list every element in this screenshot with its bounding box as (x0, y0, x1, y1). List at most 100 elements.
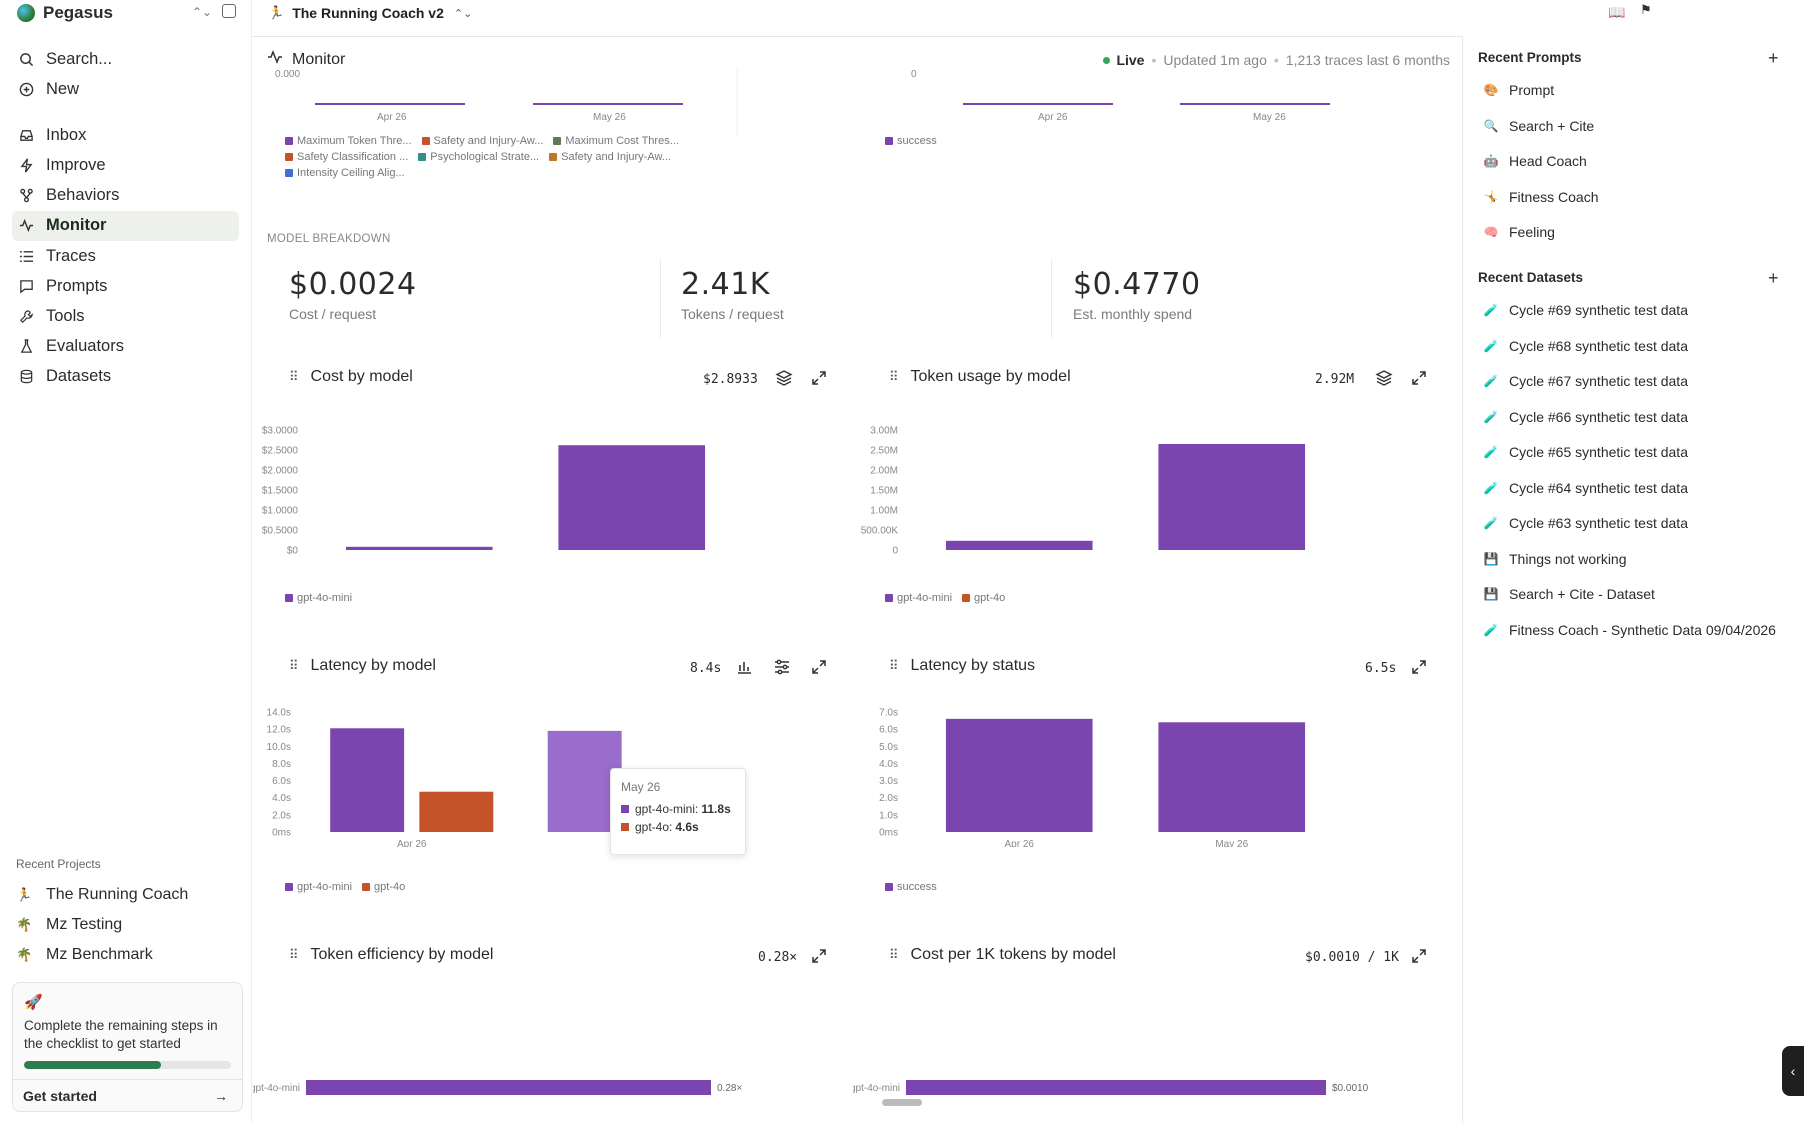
legend-swatch (418, 153, 427, 161)
legend-item[interactable]: Intensity Ceiling Alig... (285, 167, 405, 179)
bar[interactable] (945, 540, 1093, 550)
flag-icon[interactable]: ⚑ (1640, 2, 1652, 17)
y-tick-label: 4.0s (272, 793, 291, 804)
legend-item[interactable]: success (885, 881, 937, 893)
drag-handle-icon[interactable]: ⠿ (289, 947, 298, 962)
bar-chart-icon[interactable] (735, 658, 753, 676)
get-started-button[interactable]: Get started → (13, 1079, 242, 1111)
legend-item[interactable]: gpt-4o-mini (885, 592, 952, 604)
recent-dataset-item[interactable]: 🧪 Cycle #65 synthetic test data (1483, 444, 1688, 460)
bar[interactable] (1158, 722, 1306, 832)
recent-dataset-item[interactable]: 🧪 Cycle #67 synthetic test data (1483, 373, 1688, 389)
recent-prompt-item[interactable]: 🤸 Fitness Coach (1483, 189, 1599, 205)
expand-icon[interactable] (1410, 658, 1428, 676)
bar[interactable] (547, 730, 622, 832)
recent-projects-list: 🏃 The Running Coach 🌴 Mz Testing 🌴 Mz Bench… (12, 880, 240, 970)
legend-item[interactable]: Safety and Injury-Aw... (421, 135, 543, 147)
legend-swatch (885, 594, 893, 602)
palm-tree-icon: 🌴 (16, 947, 33, 962)
expand-icon[interactable] (1410, 947, 1428, 965)
add-dataset-plus-icon[interactable]: + (1768, 268, 1779, 288)
bar[interactable] (1158, 444, 1306, 550)
nav-improve[interactable]: Improve (12, 151, 239, 181)
bar[interactable] (945, 718, 1093, 832)
y-tick-label: 14.0s (267, 708, 291, 719)
nav-traces[interactable]: Traces (12, 241, 239, 271)
recent-dataset-item[interactable]: 💾 Things not working (1483, 551, 1627, 567)
nav-inbox[interactable]: Inbox (12, 120, 239, 150)
tooltip-row: gpt-4o:4.6s (621, 820, 735, 834)
nav-monitor[interactable]: Monitor (12, 210, 239, 241)
recent-dataset-item[interactable]: 🧪 Cycle #63 synthetic test data (1483, 515, 1688, 531)
plus-circle-icon (18, 81, 34, 97)
drag-handle-icon[interactable]: ⠿ (289, 658, 298, 673)
legend-item[interactable]: gpt-4o (962, 592, 1005, 604)
nav-tools[interactable]: Tools (12, 302, 239, 332)
bar[interactable] (345, 546, 493, 550)
recent-dataset-item[interactable]: 🧪 Cycle #68 synthetic test data (1483, 338, 1688, 354)
workspace-switcher[interactable]: Pegasus ⌃⌄ (12, 0, 239, 26)
bar[interactable] (558, 445, 706, 550)
legend-item[interactable]: Safety Classification ... (285, 151, 408, 163)
expand-icon[interactable] (810, 369, 828, 387)
recent-prompt-item[interactable]: 🎨 Prompt (1483, 82, 1555, 98)
expand-icon[interactable] (1410, 369, 1428, 387)
nav-datasets[interactable]: Datasets (12, 362, 239, 392)
palm-tree-icon: 🌴 (16, 917, 33, 932)
drag-handle-icon[interactable]: ⠿ (289, 369, 298, 384)
drag-handle-icon[interactable]: ⠿ (889, 369, 898, 384)
recent-dataset-item[interactable]: 🧪 Cycle #66 synthetic test data (1483, 409, 1688, 425)
nav-search[interactable]: Search... (12, 44, 239, 74)
recent-dataset-item[interactable]: 🧪 Fitness Coach - Synthetic Data 09/04/20… (1483, 622, 1776, 638)
nav-prompts[interactable]: Prompts (12, 271, 239, 301)
recent-prompt-item[interactable]: 🧠 Feeling (1483, 224, 1555, 240)
legend-item[interactable]: success (885, 135, 937, 147)
drag-handle-icon[interactable]: ⠿ (889, 947, 898, 962)
token-efficiency-header: ⠿ Token efficiency by model (289, 946, 493, 964)
bar[interactable] (306, 1080, 711, 1095)
nav-behaviors[interactable]: Behaviors (12, 181, 239, 211)
bar[interactable] (330, 728, 405, 832)
y-tick-label: 2.0s (272, 810, 291, 821)
monitor-header: Monitor (267, 49, 345, 70)
recent-dataset-item[interactable]: 🧪 Cycle #64 synthetic test data (1483, 480, 1688, 496)
bar[interactable] (419, 791, 494, 832)
horizontal-scrollbar[interactable] (882, 1099, 922, 1106)
cost-legend: gpt-4o-mini (285, 592, 362, 604)
recent-prompt-item[interactable]: 🔍 Search + Cite (1483, 118, 1595, 134)
legend-item[interactable]: gpt-4o-mini (285, 592, 352, 604)
nav-new[interactable]: New (12, 74, 239, 104)
nav-evaluators[interactable]: Evaluators (12, 332, 239, 362)
panel-title: Cost by model (310, 368, 413, 385)
drag-handle-icon[interactable]: ⠿ (889, 658, 898, 673)
add-prompt-plus-icon[interactable]: + (1768, 48, 1779, 68)
legend-item[interactable]: Maximum Cost Thres... (553, 135, 679, 147)
recent-dataset-item[interactable]: 🧪 Cycle #69 synthetic test data (1483, 302, 1688, 318)
expand-icon[interactable] (810, 947, 828, 965)
recent-prompt-item[interactable]: 🤖 Head Coach (1483, 153, 1587, 169)
sidebar-toggle-icon[interactable] (222, 4, 236, 18)
monitor-status: Live • Updated 1m ago • 1,213 traces las… (1103, 52, 1450, 68)
stack-layers-icon[interactable] (775, 369, 793, 387)
recent-project-item[interactable]: 🌴 Mz Testing (12, 910, 240, 940)
recent-dataset-item[interactable]: 💾 Search + Cite - Dataset (1483, 586, 1655, 602)
book-icon[interactable]: 📖 (1608, 4, 1626, 20)
legend-item[interactable]: Maximum Token Thre... (285, 135, 412, 147)
legend-item[interactable]: Psychological Strate... (418, 151, 539, 163)
expand-icon[interactable] (810, 658, 828, 676)
legend-item[interactable]: Safety and Injury-Aw... (549, 151, 671, 163)
legend-item[interactable]: gpt-4o (362, 881, 405, 893)
updown-chevron-icon[interactable]: ⌃⌄ (453, 7, 473, 20)
legend-item[interactable]: gpt-4o-mini (285, 881, 352, 893)
sliders-icon[interactable] (773, 658, 791, 676)
recent-project-item[interactable]: 🌴 Mz Benchmark (12, 940, 240, 970)
collapse-panel-chevron-icon[interactable]: ‹ (1782, 1046, 1804, 1096)
bar[interactable] (906, 1080, 1326, 1095)
recent-project-item[interactable]: 🏃 The Running Coach (12, 880, 240, 910)
nav-search-label: Search... (46, 49, 113, 68)
y-tick-label: 12.0s (267, 725, 291, 736)
project-title[interactable]: The Running Coach v2 (292, 5, 444, 21)
stack-layers-icon[interactable] (1375, 369, 1393, 387)
updown-chevron-icon[interactable]: ⌃⌄ (192, 5, 213, 19)
live-dot-icon (1103, 56, 1111, 64)
